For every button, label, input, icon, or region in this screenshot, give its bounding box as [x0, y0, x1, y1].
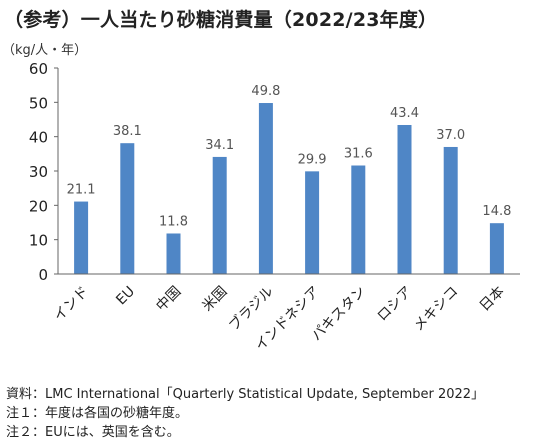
bar [397, 124, 412, 274]
bar [489, 223, 504, 274]
x-category-label: ロシア [374, 284, 415, 325]
x-category-label: 米国 [199, 284, 230, 315]
bars [74, 103, 504, 275]
bar-value-label: 11.8 [159, 214, 188, 229]
y-tick-label: 10 [29, 232, 48, 250]
x-category-label: EU [113, 284, 138, 309]
y-tick-label: 60 [29, 60, 48, 78]
source-note: 資料：LMC International「Quarterly Statistic… [6, 387, 485, 402]
bar [258, 103, 273, 275]
bar [166, 233, 181, 274]
chart-title: （参考）一人当たり砂糖消費量（2022/23年度） [4, 9, 438, 31]
bar-chart: （kg/人・年） 0 10 20 30 40 50 60 21.1 38.1 11.8 34.1 4… [2, 43, 520, 354]
y-axis: 0 10 20 30 40 50 60 [29, 60, 59, 284]
bar-value-label: 29.9 [298, 152, 327, 167]
bar-value-label: 31.6 [344, 147, 373, 162]
footnotes: 資料：LMC International「Quarterly Statistic… [6, 385, 484, 442]
bar-value-label: 14.8 [482, 204, 511, 219]
y-tick-label: 0 [38, 266, 48, 284]
y-tick-label: 30 [29, 163, 48, 181]
x-category-label: 日本 [477, 284, 508, 315]
note-2: 注２：EUには、英国を含む。 [6, 425, 180, 440]
bar [305, 171, 320, 274]
y-tick-label: 50 [29, 94, 48, 112]
x-category-label: インド [51, 284, 92, 325]
bar [120, 143, 135, 274]
bar [443, 146, 458, 274]
bar-value-label: 38.1 [113, 124, 142, 139]
note-1: 注１：年度は各国の砂糖年度。 [6, 406, 189, 421]
x-category-label: 中国 [153, 284, 184, 315]
bar-value-label: 21.1 [67, 183, 96, 198]
bar-value-label: 49.8 [251, 84, 280, 99]
bar [212, 156, 227, 274]
bar [351, 165, 366, 274]
bar [74, 201, 89, 274]
bar-value-label: 43.4 [390, 106, 419, 121]
y-unit-label: （kg/人・年） [2, 43, 87, 58]
y-tick-label: 20 [29, 197, 48, 215]
value-labels: 21.1 38.1 11.8 34.1 49.8 29.9 31.6 43.4 37.0 14.8 [67, 84, 512, 229]
bar-value-label: 37.0 [436, 128, 465, 143]
x-category-label: メキシコ [411, 284, 462, 335]
y-tick-label: 40 [29, 129, 48, 147]
bar-value-label: 34.1 [205, 138, 234, 153]
